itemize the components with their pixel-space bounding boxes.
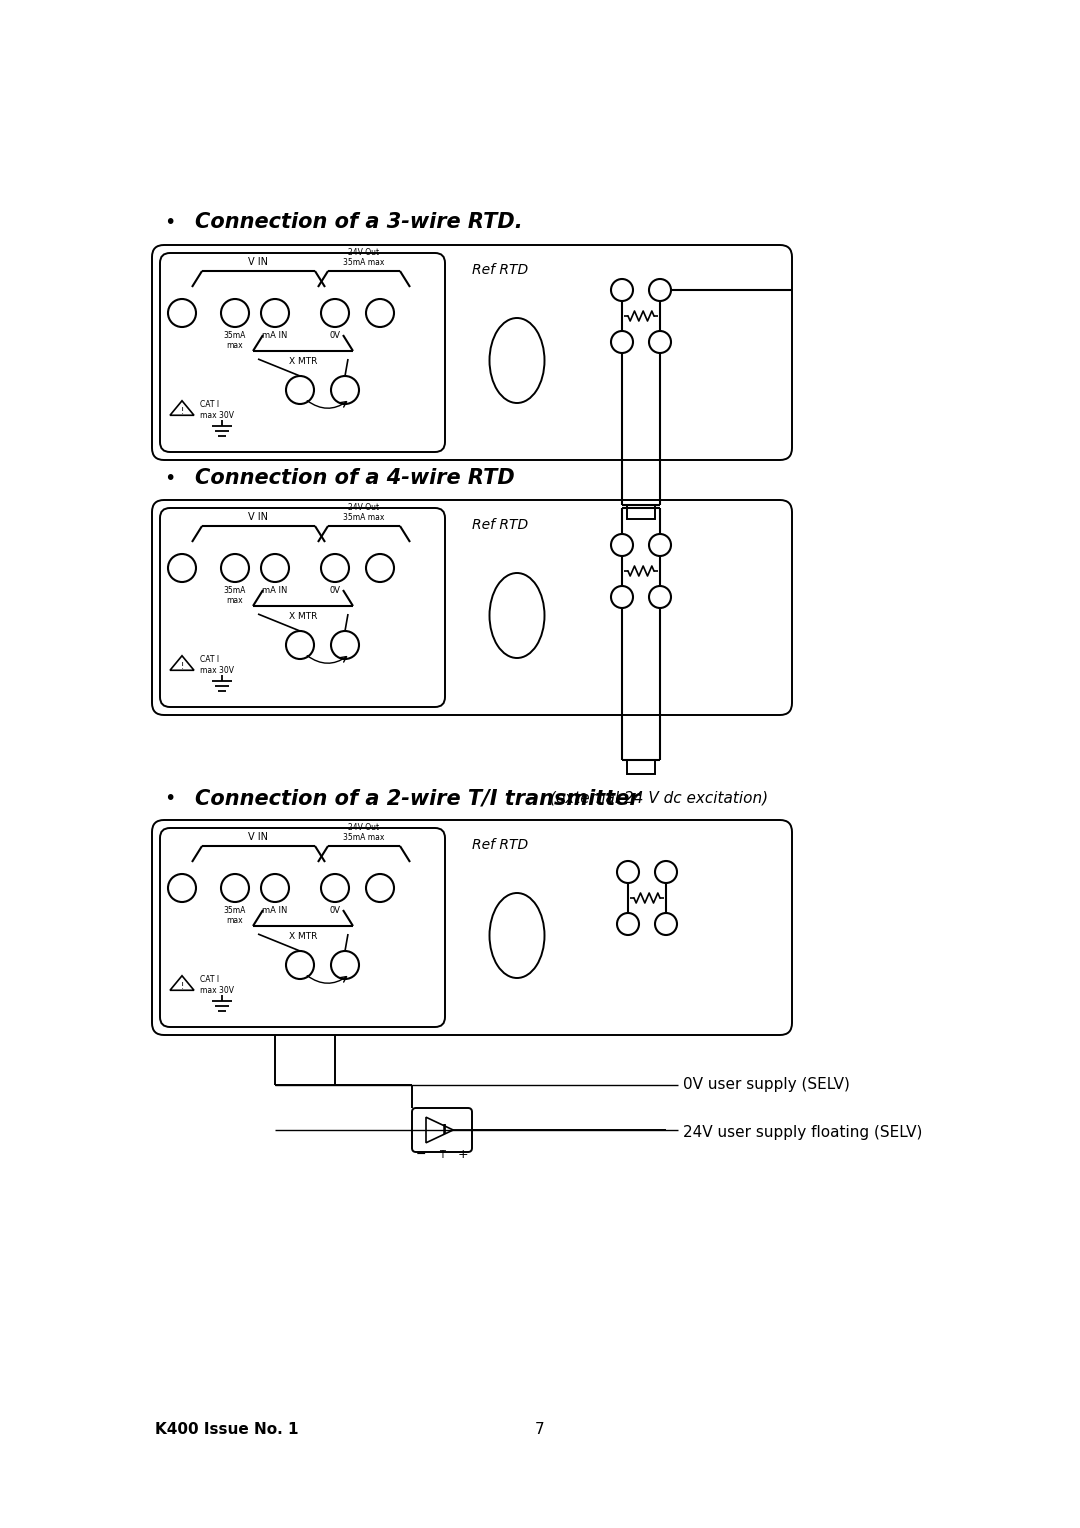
Text: 7: 7 bbox=[536, 1423, 544, 1438]
Text: !: ! bbox=[180, 406, 184, 416]
Bar bbox=[627, 504, 654, 520]
Text: 35mA
max: 35mA max bbox=[224, 906, 246, 926]
Text: mA IN: mA IN bbox=[262, 332, 287, 341]
Text: Connection of a 4-wire RTD: Connection of a 4-wire RTD bbox=[195, 468, 515, 487]
Text: Connection of a 2-wire T/I transmitter: Connection of a 2-wire T/I transmitter bbox=[195, 788, 639, 808]
Text: K400 Issue No. 1: K400 Issue No. 1 bbox=[156, 1423, 298, 1438]
Text: 0V: 0V bbox=[329, 332, 340, 341]
Text: 0V: 0V bbox=[329, 587, 340, 594]
Text: mA IN: mA IN bbox=[262, 587, 287, 594]
Text: 0V user supply (SELV): 0V user supply (SELV) bbox=[683, 1077, 850, 1093]
Text: 24V Out
35mA max: 24V Out 35mA max bbox=[343, 248, 384, 267]
Text: 24V Out
35mA max: 24V Out 35mA max bbox=[343, 503, 384, 523]
Text: (external 24 V dc excitation): (external 24 V dc excitation) bbox=[544, 790, 768, 805]
Text: I: I bbox=[442, 1123, 446, 1137]
Text: CAT I
max 30V: CAT I max 30V bbox=[200, 656, 234, 675]
Text: 24V user supply floating (SELV): 24V user supply floating (SELV) bbox=[683, 1126, 922, 1140]
Text: Ref RTD: Ref RTD bbox=[472, 263, 528, 277]
Text: V IN: V IN bbox=[248, 512, 269, 523]
Text: +: + bbox=[457, 1148, 468, 1161]
Text: mA IN: mA IN bbox=[262, 906, 287, 915]
Text: V IN: V IN bbox=[248, 833, 269, 842]
Text: X MTR: X MTR bbox=[288, 613, 318, 620]
Text: 0V: 0V bbox=[329, 906, 340, 915]
Text: •: • bbox=[164, 788, 176, 807]
Text: Connection of a 3-wire RTD.: Connection of a 3-wire RTD. bbox=[195, 212, 523, 232]
Text: −: − bbox=[416, 1148, 427, 1161]
Text: Ref RTD: Ref RTD bbox=[472, 518, 528, 532]
Bar bbox=[627, 759, 654, 775]
Text: V IN: V IN bbox=[248, 257, 269, 267]
Text: !: ! bbox=[180, 662, 184, 671]
Text: !: ! bbox=[180, 983, 184, 990]
Text: CAT I
max 30V: CAT I max 30V bbox=[200, 975, 234, 995]
Text: 35mA
max: 35mA max bbox=[224, 587, 246, 605]
Text: X MTR: X MTR bbox=[288, 932, 318, 941]
Text: 24V Out
35mA max: 24V Out 35mA max bbox=[343, 822, 384, 842]
Text: •: • bbox=[164, 469, 176, 487]
Text: •: • bbox=[164, 212, 176, 232]
Text: Ref RTD: Ref RTD bbox=[472, 837, 528, 853]
Text: T: T bbox=[440, 1151, 445, 1160]
Text: CAT I
max 30V: CAT I max 30V bbox=[200, 400, 234, 420]
Text: 35mA
max: 35mA max bbox=[224, 332, 246, 350]
Text: X MTR: X MTR bbox=[288, 358, 318, 367]
